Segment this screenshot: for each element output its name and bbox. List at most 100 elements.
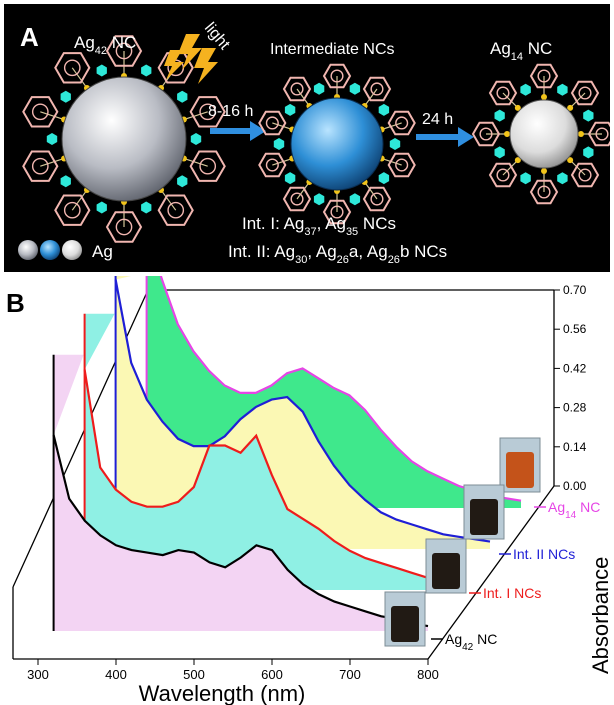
vial-solution-3 bbox=[506, 452, 534, 488]
spectra-group bbox=[52, 276, 522, 631]
pyridine-ligand-icon bbox=[177, 90, 188, 103]
pyridine-ligand-icon bbox=[520, 172, 531, 185]
series-label-0: Ag42 NC bbox=[445, 631, 497, 653]
pyridine-ligand-icon bbox=[177, 175, 188, 188]
y-tick-label-0.14: 0.14 bbox=[563, 440, 587, 454]
pyridine-ligand-icon bbox=[284, 103, 296, 116]
carborane-inner-icon bbox=[595, 127, 609, 141]
pyridine-ligand-icon bbox=[46, 133, 58, 145]
vial-solution-0 bbox=[391, 606, 419, 642]
carborane-ligand-icon bbox=[22, 96, 59, 128]
y-tick-label-0.42: 0.42 bbox=[563, 361, 587, 375]
carborane-ligand-icon bbox=[258, 110, 287, 136]
carborane-inner-icon bbox=[395, 116, 409, 130]
panel-b-letter: B bbox=[6, 288, 25, 318]
x-axis-ticks: 300 400 500 600 700 800 bbox=[27, 659, 439, 682]
carborane-ligand-icon bbox=[54, 194, 91, 226]
pyridine-ligand-icon bbox=[557, 172, 568, 185]
arrow1-label: 8-16 h bbox=[208, 103, 253, 120]
spectrum-line-2 bbox=[114, 279, 491, 543]
ag42-label: Ag42 NC bbox=[74, 33, 136, 57]
carborane-inner-icon bbox=[496, 86, 510, 100]
carborane-inner-icon bbox=[199, 157, 217, 175]
pyridine-ligand-icon bbox=[190, 133, 202, 145]
y-tick-label-0.56: 0.56 bbox=[563, 322, 587, 336]
pyridine-ligand-icon bbox=[60, 175, 71, 188]
sulfur-atom-icon bbox=[514, 104, 521, 111]
carborane-inner-icon bbox=[537, 69, 551, 83]
panel-a-letter: A bbox=[20, 22, 39, 52]
pyridine-ligand-icon bbox=[313, 193, 325, 206]
y-axis-ticks: 0.00 0.14 0.28 0.42 0.56 0.70 bbox=[554, 283, 587, 493]
sulfur-atom-icon bbox=[504, 131, 510, 137]
carborane-inner-icon bbox=[63, 201, 81, 219]
carborane-ligand-icon bbox=[22, 150, 59, 182]
spectrum-fill-1 bbox=[84, 313, 459, 590]
carborane-inner-icon bbox=[537, 185, 551, 199]
x-axis-label: Wavelength (nm) bbox=[139, 681, 306, 705]
x-tick-label-600: 600 bbox=[261, 667, 283, 682]
sulfur-atom-icon bbox=[541, 94, 547, 100]
carborane-ligand-icon bbox=[258, 152, 287, 178]
int2-text: Int. II: Ag30, Ag26a, Ag26b NCs bbox=[228, 242, 447, 266]
carborane-inner-icon bbox=[290, 192, 304, 206]
series-label-3: Ag14 NC bbox=[548, 499, 600, 521]
y-tick-label-0.00: 0.00 bbox=[563, 479, 587, 493]
y-tick-label-0.70: 0.70 bbox=[563, 283, 587, 297]
x-tick-label-300: 300 bbox=[27, 667, 49, 682]
carborane-ligand-icon bbox=[282, 186, 312, 212]
panel-b-chart: B Ag14 NC Int. II NCs Int. I NCs Ag42 NC 30… bbox=[0, 276, 614, 705]
carborane-inner-icon bbox=[496, 168, 510, 182]
light-bolt-icon bbox=[164, 34, 218, 84]
carborane-inner-icon bbox=[330, 205, 344, 219]
carborane-ligand-icon bbox=[570, 162, 600, 188]
carborane-ligand-icon bbox=[570, 80, 600, 106]
x-tick-label-500: 500 bbox=[183, 667, 205, 682]
carborane-inner-icon bbox=[265, 116, 279, 130]
carborane-inner-icon bbox=[578, 168, 592, 182]
x-tick-label-800: 800 bbox=[417, 667, 439, 682]
ag14-label: Ag14 NC bbox=[490, 39, 552, 63]
ag-sphere-legend bbox=[18, 240, 82, 260]
carborane-ligand-icon bbox=[488, 162, 518, 188]
arrow2-label: 24 h bbox=[422, 111, 453, 128]
carborane-ligand-icon bbox=[189, 96, 226, 128]
sulfur-atom-icon bbox=[578, 131, 584, 137]
pyridine-ligand-icon bbox=[141, 201, 152, 214]
pyridine-ligand-icon bbox=[284, 172, 296, 185]
carborane-inner-icon bbox=[199, 103, 217, 121]
carborane-inner-icon bbox=[578, 86, 592, 100]
carborane-ligand-icon bbox=[54, 52, 91, 84]
pyridine-ligand-icon bbox=[96, 64, 107, 77]
carborane-ligand-icon bbox=[387, 152, 416, 178]
carborane-inner-icon bbox=[479, 127, 493, 141]
series-label-2: Int. II NCs bbox=[513, 546, 575, 562]
pyridine-ligand-icon bbox=[96, 201, 107, 214]
absorbance-waterfall-chart: B Ag14 NC Int. II NCs Int. I NCs Ag42 NC 30… bbox=[6, 276, 613, 705]
carborane-inner-icon bbox=[115, 42, 133, 60]
pyridine-ligand-icon bbox=[349, 82, 361, 95]
vial-solution-2 bbox=[470, 499, 498, 535]
carborane-inner-icon bbox=[31, 157, 49, 175]
pyridine-ligand-icon bbox=[313, 82, 325, 95]
ag42-cluster-illustration bbox=[22, 35, 226, 243]
pyridine-ligand-icon bbox=[583, 109, 594, 122]
pyridine-ligand-icon bbox=[494, 109, 505, 122]
carborane-ligand-icon bbox=[488, 80, 518, 106]
ag42-core-sphere bbox=[61, 76, 187, 202]
carborane-ligand-icon bbox=[387, 110, 416, 136]
pyridine-ligand-icon bbox=[378, 103, 390, 116]
spectrum-line-3 bbox=[159, 276, 522, 502]
carborane-ligand-icon bbox=[282, 76, 312, 102]
intermediate-core-sphere bbox=[290, 97, 384, 191]
pyridine-ligand-icon bbox=[273, 138, 285, 150]
carborane-ligand-icon bbox=[529, 179, 559, 205]
series-labels: Ag14 NC Int. II NCs Int. I NCs Ag42 NC bbox=[431, 499, 600, 653]
sulfur-atom-icon bbox=[541, 168, 547, 174]
carborane-inner-icon bbox=[63, 59, 81, 77]
carborane-ligand-icon bbox=[529, 63, 559, 89]
intermediate-label: Intermediate NCs bbox=[270, 41, 395, 58]
carborane-inner-icon bbox=[167, 201, 185, 219]
pyridine-ligand-icon bbox=[141, 64, 152, 77]
carborane-ligand-icon bbox=[362, 76, 392, 102]
